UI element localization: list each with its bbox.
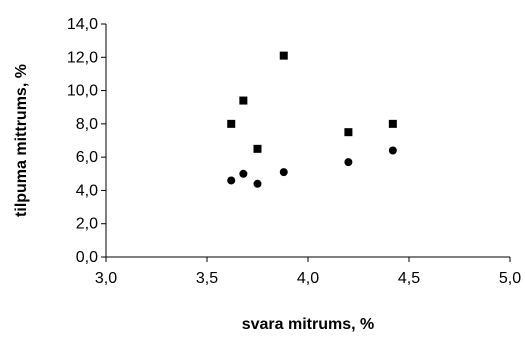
y-tick-label: 6,0 xyxy=(76,149,98,166)
square-marker xyxy=(344,128,353,137)
x-axis-ticks: 3,0 3,5 4,0 4,5 5,0 xyxy=(95,257,521,287)
square-marker xyxy=(388,119,397,128)
circle-marker xyxy=(239,169,248,178)
x-tick-label: 5,0 xyxy=(499,270,521,287)
y-axis-ticks: 0,0 2,0 4,0 6,0 8,0 10,0 12,0 14,0 xyxy=(67,16,106,266)
x-axis-title: svara mitrums, % xyxy=(242,316,375,333)
y-tick-label: 14,0 xyxy=(67,16,98,33)
y-tick-label: 2,0 xyxy=(76,216,98,233)
x-tick-label: 4,0 xyxy=(297,270,319,287)
x-tick-label: 3,0 xyxy=(95,270,117,287)
y-tick-label: 10,0 xyxy=(67,83,98,100)
square-marker xyxy=(253,144,262,153)
x-tick-label: 3,5 xyxy=(196,270,218,287)
y-tick-label: 0,0 xyxy=(76,249,98,266)
circle-marker xyxy=(227,176,236,185)
circle-marker xyxy=(344,158,353,167)
axes xyxy=(105,24,510,258)
circle-marker xyxy=(388,146,397,155)
y-tick-label: 4,0 xyxy=(76,182,98,199)
circle-marker xyxy=(279,168,288,177)
square-marker xyxy=(227,119,236,128)
square-marker xyxy=(239,96,248,105)
circle-marker xyxy=(253,179,262,188)
y-tick-label: 12,0 xyxy=(67,49,98,66)
data-markers xyxy=(227,51,397,188)
y-axis-title: tilpuma mittrums, % xyxy=(13,64,30,217)
x-tick-label: 4,5 xyxy=(398,270,420,287)
square-marker xyxy=(279,51,288,60)
y-tick-label: 8,0 xyxy=(76,116,98,133)
